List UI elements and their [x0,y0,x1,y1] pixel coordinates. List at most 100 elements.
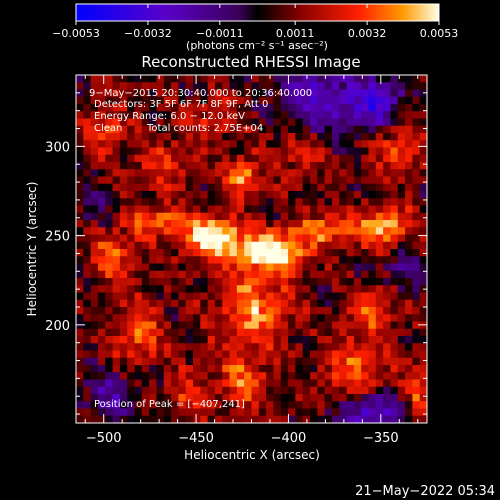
heatmap-cell [375,140,384,149]
heatmap-cell [302,270,311,279]
heatmap-cell [119,249,128,257]
heatmap-cell [353,82,362,91]
heatmap-cell [339,256,348,265]
heatmap-cell [361,183,370,192]
heatmap-cell [412,183,421,192]
heatmap-cell [324,314,333,323]
heatmap-cell [83,343,92,352]
heatmap-cell [229,365,238,373]
heatmap-cell [375,263,384,272]
heatmap-cell [193,191,201,199]
heatmap-cell [244,111,253,120]
heatmap-cell [222,278,231,286]
heatmap-cell [185,386,194,395]
heatmap-cell [280,249,289,257]
heatmap-cell [214,357,223,366]
heatmap-cell [83,205,92,214]
heatmap-cell [90,169,99,178]
heatmap-cell [375,401,384,410]
heatmap-cell [251,147,260,156]
heatmap-cell [383,147,392,156]
heatmap-cell [141,104,150,112]
heatmap-cell [134,357,143,366]
heatmap-cell [273,82,282,91]
heatmap-cell [76,365,84,373]
heatmap-cell [368,292,377,301]
heatmap-cell [178,336,187,344]
heatmap-cell [288,111,296,120]
heatmap-cell [156,234,165,243]
heatmap-cell [149,205,158,214]
heatmap-cell [310,75,318,83]
heatmap-cell [405,249,413,257]
heatmap-cell [141,198,150,207]
heatmap-cell [185,263,194,272]
heatmap-cell [258,379,267,388]
heatmap-cell [112,191,121,199]
heatmap-cell [156,394,165,402]
heatmap-cell [236,415,245,423]
heatmap-cell [412,263,421,272]
heatmap-cell [163,270,172,279]
heatmap-cell [310,220,318,228]
heatmap-cell [346,191,355,199]
heatmap-cell [375,350,384,359]
heatmap-cell [331,176,340,185]
heatmap-cell [375,125,384,134]
heatmap-cell [390,220,399,228]
heatmap-cell [405,183,413,192]
heatmap-cell [178,241,187,250]
heatmap-cell [302,292,311,301]
heatmap-cell [214,111,223,120]
heatmap-cell [258,292,267,301]
heatmap-cell [317,401,326,410]
heatmap-cell [83,183,92,192]
heatmap-cell [149,249,158,257]
heatmap-cell [397,183,406,192]
heatmap-cell [185,147,194,156]
heatmap-cell [163,386,172,395]
heatmap-cell [112,125,121,134]
heatmap-cell [310,285,318,294]
heatmap-cell [405,133,413,141]
heatmap-cell [156,270,165,279]
heatmap-cell [214,140,223,149]
heatmap-cell [266,328,275,337]
heatmap-cell [361,212,370,221]
heatmap-cell [258,270,267,279]
heatmap-cell [119,285,128,294]
heatmap-cell [317,408,326,417]
heatmap-cell [280,292,289,301]
heatmap-cell [353,154,362,163]
heatmap-cell [324,147,333,156]
heatmap-cell [375,82,384,91]
heatmap-cell [368,227,377,236]
heatmap-cell [97,278,106,286]
heatmap-cell [119,307,128,315]
heatmap-cell [178,118,187,127]
heatmap-cell [193,198,201,207]
heatmap-cell [141,365,150,373]
heatmap-cell [280,270,289,279]
heatmap-cell [214,307,223,315]
heatmap-cell [266,249,275,257]
heatmap-cell [288,350,296,359]
heatmap-cell [244,256,253,265]
heatmap-cell [119,350,128,359]
heatmap-cell [258,336,267,344]
heatmap-cell [251,82,260,91]
heatmap-cell [397,270,406,279]
heatmap-cell [222,343,231,352]
heatmap-cell [207,278,216,286]
heatmap-cell [171,314,179,323]
heatmap-cell [236,125,245,134]
heatmap-cell [127,299,136,308]
heatmap-cell [331,415,340,423]
heatmap-cell [119,379,128,388]
heatmap-cell [171,415,179,423]
heatmap-cell [251,278,260,286]
heatmap-cell [97,162,106,170]
annotation-peak-position: Position of Peak = [−407,241] [94,399,245,410]
heatmap-cell [193,357,201,366]
heatmap-cell [97,147,106,156]
